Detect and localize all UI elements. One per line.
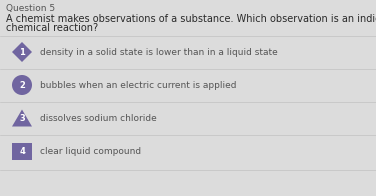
Text: clear liquid compound: clear liquid compound: [40, 146, 141, 155]
Text: density in a solid state is lower than in a liquid state: density in a solid state is lower than i…: [40, 47, 278, 56]
Text: 1: 1: [19, 47, 25, 56]
Text: A chemist makes observations of a substance. Which observation is an indicator o: A chemist makes observations of a substa…: [6, 14, 376, 24]
Text: 4: 4: [19, 146, 25, 155]
Text: dissolves sodium chloride: dissolves sodium chloride: [40, 113, 157, 122]
Polygon shape: [12, 110, 32, 126]
Text: chemical reaction?: chemical reaction?: [6, 23, 98, 33]
FancyBboxPatch shape: [12, 142, 32, 160]
Polygon shape: [12, 42, 32, 62]
Text: 3: 3: [19, 113, 25, 122]
Circle shape: [12, 75, 32, 95]
Text: Question 5: Question 5: [6, 4, 55, 13]
Text: bubbles when an electric current is applied: bubbles when an electric current is appl…: [40, 81, 237, 90]
Text: 2: 2: [19, 81, 25, 90]
